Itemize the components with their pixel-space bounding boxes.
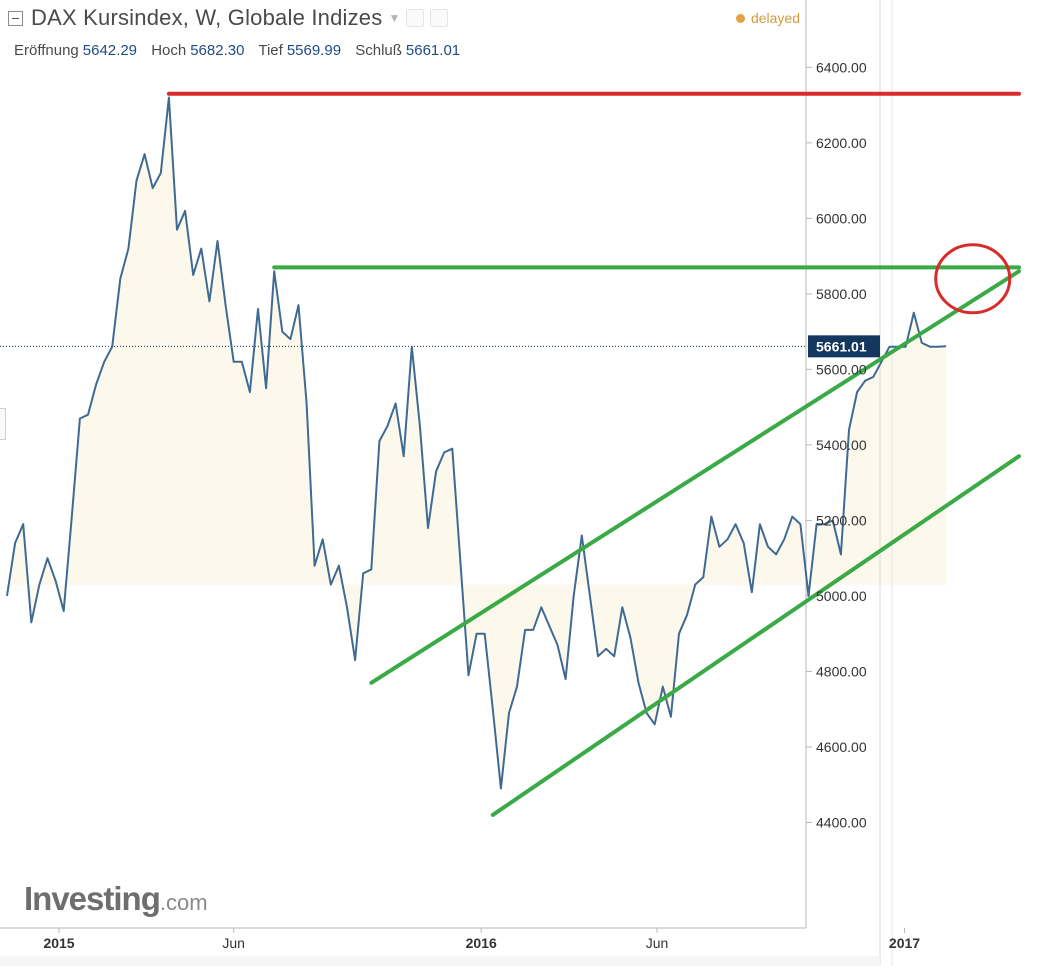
y-tick-label: 5400.00 xyxy=(816,437,867,453)
status-dot-icon xyxy=(735,13,745,23)
ohlc-high-label: Hoch xyxy=(151,42,187,59)
y-tick-label: 4800.00 xyxy=(816,663,867,679)
left-edge-handle[interactable] xyxy=(0,408,6,440)
axes xyxy=(0,0,905,966)
y-tick-label: 6400.00 xyxy=(816,59,867,75)
collapse-icon[interactable] xyxy=(8,10,23,26)
x-tick-label: Jun xyxy=(222,935,245,951)
x-tick-label: 2015 xyxy=(43,935,74,951)
x-tick-label: 2017 xyxy=(889,935,920,951)
status-text: delayed xyxy=(750,10,800,26)
y-tick-label: 5600.00 xyxy=(816,361,867,377)
chart-header: DAX Kursindex, W, Globale Indizes ▼ dela… xyxy=(8,4,808,64)
y-tick-label: 5000.00 xyxy=(816,588,867,604)
ohlc-low-label: Tief xyxy=(258,42,283,59)
highlight-circle xyxy=(934,243,1012,315)
delayed-indicator: delayed xyxy=(735,10,800,26)
investing-logo: Investing.com xyxy=(24,880,208,918)
ohlc-high-value: 5682.30 xyxy=(190,42,245,59)
ohlc-row: Eröffnung 5642.29 Hoch 5682.30 Tief 5569.99… xyxy=(14,42,470,59)
close-icon[interactable] xyxy=(430,9,449,27)
y-tick-label: 4600.00 xyxy=(816,739,867,755)
ohlc-low-value: 5569.99 xyxy=(286,42,342,59)
ohlc-open-label: Eröffnung xyxy=(14,42,79,59)
y-tick-label: 4400.00 xyxy=(816,814,867,830)
last-price-label: 5661.01 xyxy=(816,338,867,354)
annotation-layer xyxy=(166,91,1021,817)
logo-suffix: .com xyxy=(159,890,208,915)
x-tick-label: Jun xyxy=(646,935,669,951)
scroll-track xyxy=(0,956,880,966)
ohlc-close-label: Schluß xyxy=(355,42,402,59)
y-tick-label: 5200.00 xyxy=(816,512,867,528)
y-tick-label: 5800.00 xyxy=(816,286,867,302)
title-row: DAX Kursindex, W, Globale Indizes ▼ xyxy=(8,4,808,32)
tick-label-layer: 4400.00 4600.00 4800.00 5000.00 5200.00 5400.… xyxy=(43,59,920,951)
price-area xyxy=(7,97,947,789)
series-layer: 5661.01 xyxy=(0,96,947,790)
chart-title: DAX Kursindex, W, Globale Indizes xyxy=(31,5,383,30)
last-price-badge xyxy=(808,335,880,358)
channel-lower-line xyxy=(490,454,1021,817)
chevron-down-icon[interactable]: ▼ xyxy=(388,11,401,25)
ohlc-open-value: 5642.29 xyxy=(82,42,138,59)
settings-icon[interactable] xyxy=(406,9,425,27)
y-tick-label: 6200.00 xyxy=(816,135,867,151)
price-area-fill xyxy=(7,97,947,789)
price-line xyxy=(6,96,947,790)
x-tick-label: 2016 xyxy=(466,935,497,951)
channel-upper-line xyxy=(369,269,1021,685)
logo-brand: Investing xyxy=(24,880,161,917)
ohlc-close-value: 5661.01 xyxy=(405,42,461,59)
y-tick-label: 6000.00 xyxy=(816,210,867,226)
